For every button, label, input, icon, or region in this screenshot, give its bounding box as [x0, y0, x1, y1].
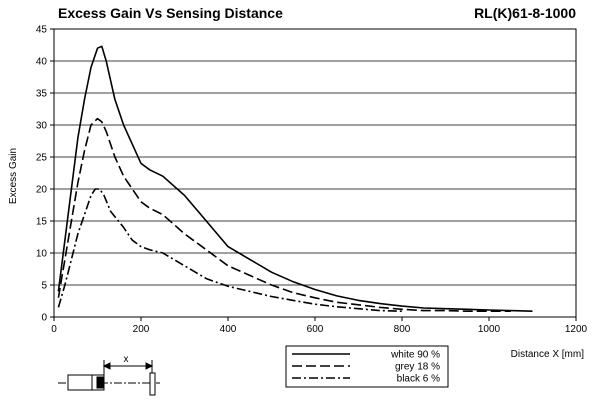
y-tick-label: 5 [41, 281, 47, 292]
x-axis-label: Distance X [mm] [511, 349, 585, 360]
series-line-0 [57, 45, 533, 312]
reflector [149, 372, 156, 396]
plot-frame [53, 28, 577, 318]
model-number: RL(K)61-8-1000 [474, 5, 576, 21]
dimension-label: x [124, 354, 129, 365]
y-tick-label: 40 [36, 57, 48, 68]
x-tick-label: 800 [394, 324, 411, 335]
y-tick-label: 35 [36, 89, 48, 100]
x-tick-label: 200 [133, 324, 150, 335]
y-tick-label: 25 [36, 153, 48, 164]
sensor-diagram [58, 360, 160, 396]
x-tick-label: 1000 [478, 324, 501, 335]
y-tick-label: 45 [36, 25, 48, 36]
y-tick-label: 20 [36, 185, 48, 196]
y-tick-label: 30 [36, 121, 48, 132]
grid-lines [54, 60, 576, 286]
legend: white 90 %grey 18 %black 6 % [285, 345, 449, 388]
y-axis: 0 5 10 15 20 25 30 35 40 45 [36, 25, 54, 324]
series-line-1 [57, 117, 511, 312]
dimension-arrow-right [145, 362, 154, 370]
data-series [57, 45, 533, 312]
y-axis-label: Excess Gain [8, 148, 19, 204]
sensor-lens [96, 376, 105, 389]
y-tick-label: 0 [41, 313, 47, 324]
x-tick-label: 1200 [565, 324, 588, 335]
series-line-2 [57, 188, 403, 312]
x-axis: 0 200 400 600 800 1000 1200 [51, 317, 588, 335]
dimension-arrow-left [102, 362, 111, 370]
legend-label-2: black 6 % [397, 374, 440, 385]
y-tick-label: 15 [36, 217, 48, 228]
legend-label-1: grey 18 % [395, 362, 440, 373]
x-tick-label: 600 [307, 324, 324, 335]
x-tick-label: 400 [220, 324, 237, 335]
legend-label-0: white 90 % [390, 350, 440, 361]
x-tick-label: 0 [51, 324, 57, 335]
chart-title: Excess Gain Vs Sensing Distance [58, 5, 283, 21]
y-tick-label: 10 [36, 249, 48, 260]
sensor-body [67, 374, 93, 391]
